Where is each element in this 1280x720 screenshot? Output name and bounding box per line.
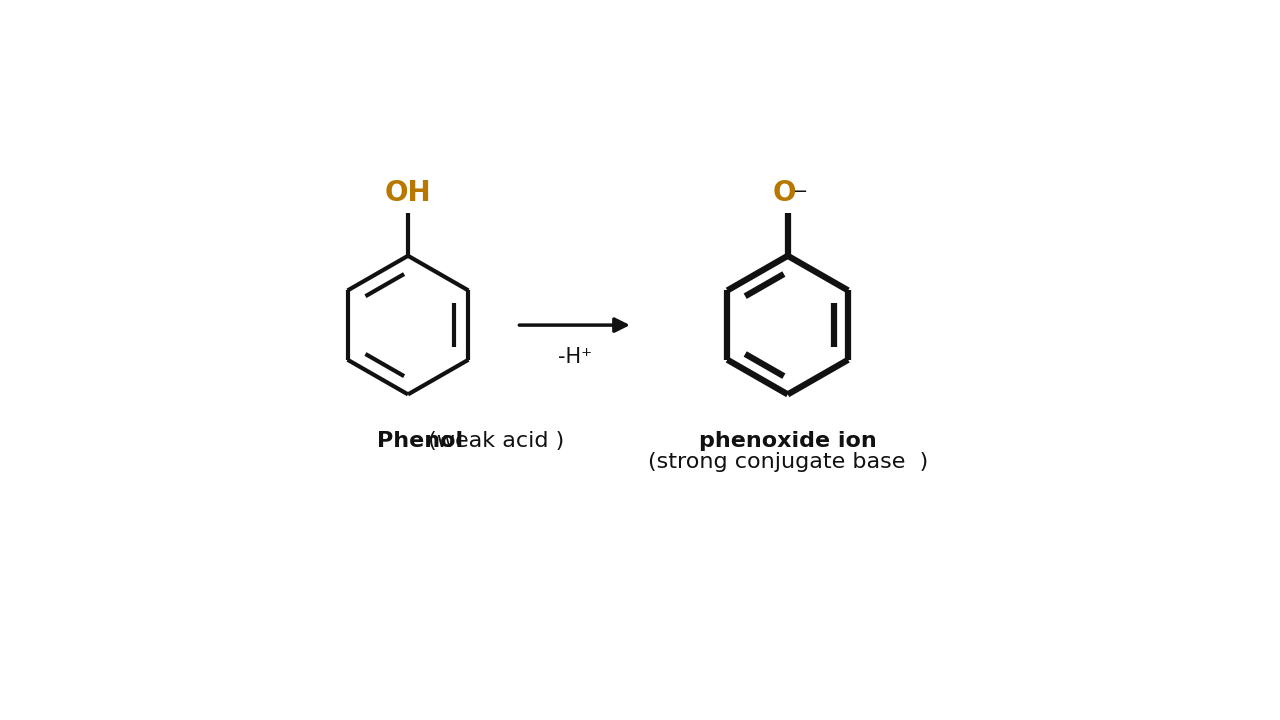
- Text: O: O: [773, 179, 796, 207]
- Text: −: −: [792, 183, 808, 201]
- Text: (strong conjugate base  ): (strong conjugate base ): [648, 452, 928, 472]
- Text: -H⁺: -H⁺: [558, 346, 591, 366]
- Text: (weak acid ): (weak acid ): [421, 431, 564, 451]
- Text: OH: OH: [385, 179, 431, 207]
- Text: Phenol: Phenol: [378, 431, 463, 451]
- Text: phenoxide ion: phenoxide ion: [699, 431, 877, 451]
